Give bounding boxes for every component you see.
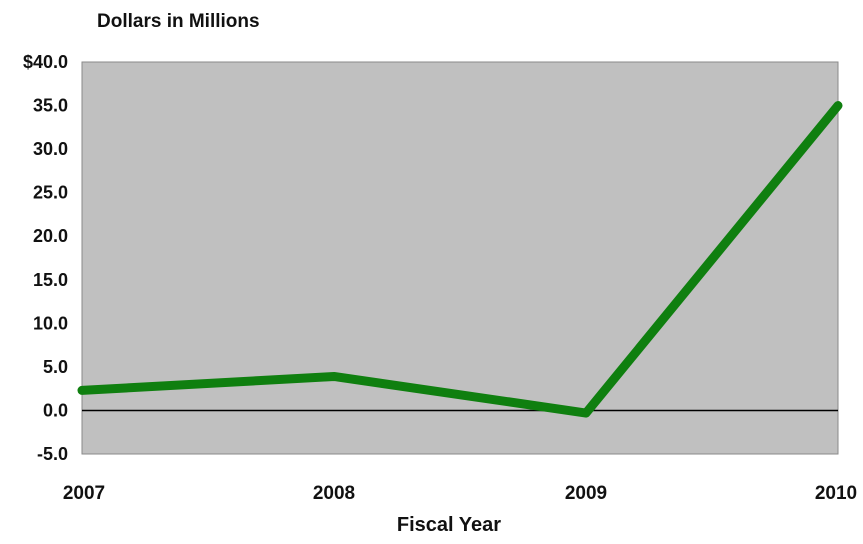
y-tick-label: -5.0	[37, 444, 68, 464]
y-tick-label: 20.0	[33, 226, 68, 246]
y-tick-label: 10.0	[33, 313, 68, 333]
x-tick-label: 2008	[313, 483, 355, 504]
y-tick-label: $40.0	[23, 52, 68, 72]
x-tick-label: 2009	[565, 483, 607, 504]
y-tick-label: 25.0	[33, 183, 68, 203]
y-tick-label: 30.0	[33, 139, 68, 159]
y-tick-label: 0.0	[43, 400, 68, 420]
y-tick-label: 15.0	[33, 270, 68, 290]
series-line	[77, 101, 843, 418]
x-axis-title: Fiscal Year	[397, 514, 501, 536]
x-tick-label: 2010	[815, 483, 857, 504]
y-tick-label: 35.0	[33, 96, 68, 116]
x-tick-label: 2007	[63, 483, 105, 504]
x-axis-tick-labels: 2007 2008 2009 2010	[63, 483, 857, 504]
y-axis-tick-labels: $40.0 35.0 30.0 25.0 20.0 15.0 10.0 5.0 0.0 -5.0	[23, 52, 68, 464]
y-tick-label: 5.0	[43, 357, 68, 377]
chart-subtitle: Dollars in Millions	[97, 11, 260, 32]
